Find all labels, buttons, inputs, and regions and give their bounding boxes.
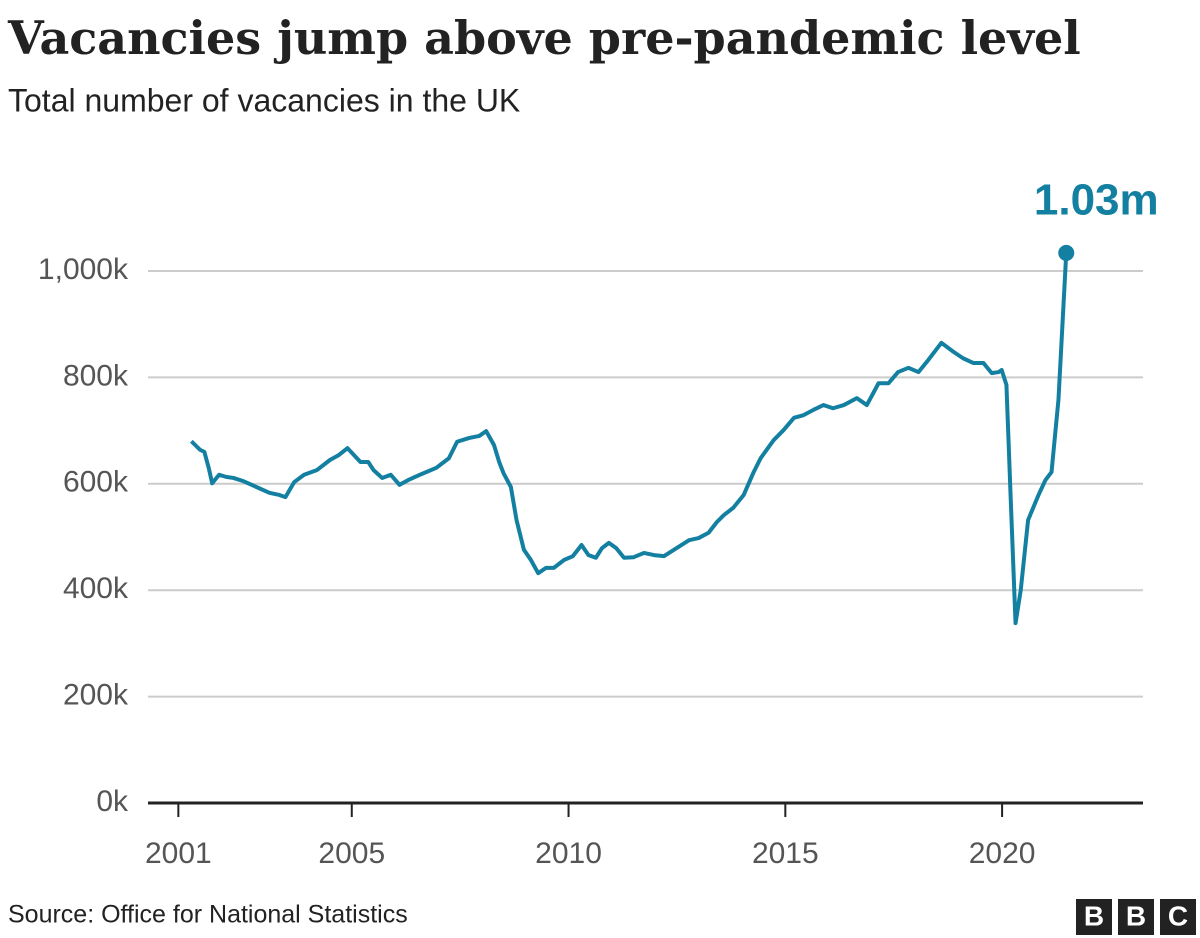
y-tick-label: 200k — [63, 679, 129, 712]
logo-letter: C — [1168, 900, 1188, 931]
x-tick-label: 2015 — [752, 837, 819, 870]
y-tick-label: 800k — [63, 359, 129, 392]
source: Source: Office for National Statistics — [8, 901, 408, 929]
chart-title: Vacancies jump above pre-pandemic level — [7, 11, 1081, 65]
annotation: 1.03m — [1034, 176, 1159, 225]
logo-box — [1118, 899, 1154, 935]
logo-box — [1076, 899, 1112, 935]
chart-subtitle: Total number of vacancies in the UK — [8, 82, 520, 118]
x-tick-label: 2005 — [318, 837, 385, 870]
x-tick-label: 2020 — [969, 837, 1036, 870]
line — [189, 252, 1069, 626]
logo-box — [1160, 899, 1196, 935]
logo-letter: B — [1126, 900, 1146, 931]
y-tick-label: 0k — [96, 785, 129, 818]
y-tick-label: 400k — [63, 572, 129, 605]
y-tick-label: 600k — [63, 466, 129, 499]
logo-letter: B — [1084, 900, 1104, 931]
y-tick-label: 1,000k — [38, 253, 129, 286]
x-tick-label: 2001 — [145, 837, 212, 870]
end-dot — [1058, 244, 1075, 261]
x-tick-label: 2010 — [535, 837, 602, 870]
